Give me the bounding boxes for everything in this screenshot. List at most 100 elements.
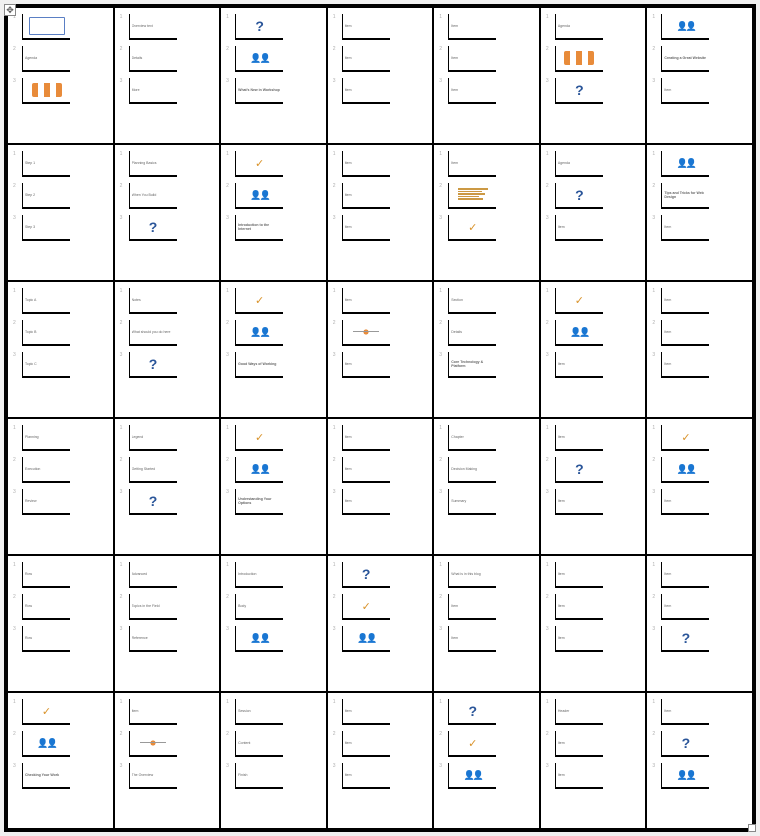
slide-thumbnail[interactable]: 1Header xyxy=(555,699,603,725)
slide-thumbnail[interactable]: 3? xyxy=(129,489,177,515)
page-cell[interactable]: 1?2✓3👤👤 xyxy=(328,556,433,691)
slide-thumbnail[interactable]: 1✓ xyxy=(661,425,709,451)
page-cell[interactable]: 1Item2Item3Item xyxy=(434,8,539,143)
slide-thumbnail[interactable]: 3Item xyxy=(661,215,709,241)
slide-thumbnail[interactable]: 3Review xyxy=(22,489,70,515)
slide-thumbnail[interactable]: 3Item xyxy=(342,352,390,378)
slide-thumbnail[interactable]: 3Understanding Your Options xyxy=(235,489,283,515)
slide-thumbnail[interactable]: 2Row xyxy=(22,594,70,620)
page-cell[interactable]: 1Step 12Step 23Step 3 xyxy=(8,145,113,280)
slide-thumbnail[interactable]: 2When You Build xyxy=(129,183,177,209)
slide-thumbnail[interactable]: 3? xyxy=(129,352,177,378)
slide-thumbnail[interactable]: 1Agenda xyxy=(555,151,603,177)
page-cell[interactable]: 1Topic A2Topic B3Topic C xyxy=(8,282,113,417)
slide-thumbnail[interactable]: 1Agenda xyxy=(555,14,603,40)
page-cell[interactable]: 1Session2Content3Finish xyxy=(221,693,326,828)
slide-thumbnail[interactable]: 3Item xyxy=(661,352,709,378)
slide-thumbnail[interactable]: 2Item xyxy=(342,731,390,757)
slide-thumbnail[interactable]: 1Item xyxy=(342,14,390,40)
slide-thumbnail[interactable]: 1Item xyxy=(448,151,496,177)
slide-thumbnail[interactable]: 3Introduction to the Internet xyxy=(235,215,283,241)
page-cell[interactable]: 1Item 2? 3Item xyxy=(541,419,646,554)
slide-thumbnail[interactable]: 3Item xyxy=(661,489,709,515)
slide-thumbnail[interactable]: 1Planning xyxy=(22,425,70,451)
slide-thumbnail[interactable]: 2👤👤 xyxy=(235,320,283,346)
slide-thumbnail[interactable]: 3Checking Your Work xyxy=(22,763,70,789)
slide-thumbnail[interactable]: 3The Overview xyxy=(129,763,177,789)
slide-thumbnail[interactable]: 1Item xyxy=(129,699,177,725)
page-cell[interactable]: 1✓ 2👤👤 3Introduction to the Internet xyxy=(221,145,326,280)
slide-thumbnail[interactable]: 1Item xyxy=(661,562,709,588)
slide-thumbnail[interactable]: 1Session xyxy=(235,699,283,725)
slide-thumbnail[interactable]: 1Topic A xyxy=(22,288,70,314)
page-cell[interactable]: 1✓2👤👤3Good Ways of Working xyxy=(221,282,326,417)
slide-thumbnail[interactable]: 2Creating a Great Website xyxy=(661,46,709,72)
slide-thumbnail[interactable]: 1✓ xyxy=(22,699,70,725)
slide-thumbnail[interactable]: 2Details xyxy=(448,320,496,346)
slide-thumbnail[interactable]: 1Item xyxy=(342,151,390,177)
slide-thumbnail[interactable]: 3Row xyxy=(22,626,70,652)
slide-thumbnail[interactable]: 3👤👤 xyxy=(235,626,283,652)
slide-thumbnail[interactable]: 2? xyxy=(661,731,709,757)
slide-thumbnail[interactable]: 2Getting Started xyxy=(129,457,177,483)
slide-thumbnail[interactable]: 1What is in this blog xyxy=(448,562,496,588)
slide-thumbnail[interactable]: 3Good Ways of Working xyxy=(235,352,283,378)
slide-thumbnail[interactable]: 3Item xyxy=(342,489,390,515)
slide-thumbnail[interactable]: 3Item xyxy=(555,215,603,241)
slide-thumbnail[interactable]: 2Step 2 xyxy=(22,183,70,209)
slide-thumbnail[interactable]: 2Decision Making xyxy=(448,457,496,483)
page-cell[interactable]: 1Item 2Item 3? xyxy=(647,556,752,691)
slide-thumbnail[interactable]: 1Chapter xyxy=(448,425,496,451)
page-cell[interactable]: 1Item23✓ xyxy=(434,145,539,280)
page-cell[interactable]: 1Item2Item3Item xyxy=(328,693,433,828)
slide-thumbnail[interactable]: 1Item xyxy=(555,562,603,588)
slide-thumbnail[interactable]: 1Legend xyxy=(129,425,177,451)
slide-thumbnail[interactable]: 1? xyxy=(235,14,283,40)
slide-thumbnail[interactable]: 2👤👤 xyxy=(235,46,283,72)
slide-thumbnail[interactable]: 3Item xyxy=(555,489,603,515)
slide-thumbnail[interactable]: 1? xyxy=(448,699,496,725)
slide-thumbnail[interactable]: 2✓ xyxy=(342,594,390,620)
page-cell[interactable]: 1Agenda 2? 3Item xyxy=(541,145,646,280)
page-cell[interactable]: 12Agenda3 xyxy=(8,8,113,143)
page-cell[interactable]: 1Item2Item3Item xyxy=(328,8,433,143)
slide-thumbnail[interactable]: 1👤👤 xyxy=(661,151,709,177)
slide-thumbnail[interactable]: 3✓ xyxy=(448,215,496,241)
slide-thumbnail[interactable]: 1✓ xyxy=(235,425,283,451)
page-cell[interactable]: 1Item23The Overview xyxy=(115,693,220,828)
slide-thumbnail[interactable]: 3Item xyxy=(555,626,603,652)
slide-thumbnail[interactable]: 2👤👤 xyxy=(235,183,283,209)
slide-thumbnail[interactable]: 3👤👤 xyxy=(661,763,709,789)
slide-thumbnail[interactable]: 2Item xyxy=(448,594,496,620)
slide-thumbnail[interactable]: 1Item xyxy=(661,288,709,314)
slide-thumbnail[interactable]: 1Item xyxy=(448,14,496,40)
slide-thumbnail[interactable]: 2👤👤 xyxy=(22,731,70,757)
slide-thumbnail[interactable]: 3Item xyxy=(555,763,603,789)
slide-thumbnail[interactable]: 2👤👤 xyxy=(555,320,603,346)
slide-thumbnail[interactable]: 1Item xyxy=(555,425,603,451)
page-cell[interactable]: 1What is in this blog2Item3Item xyxy=(434,556,539,691)
slide-thumbnail[interactable]: 2 xyxy=(342,320,390,346)
slide-thumbnail[interactable]: 1Planning Basics xyxy=(129,151,177,177)
page-cell[interactable]: 1Advanced2Topics in the Field3Reference xyxy=(115,556,220,691)
slide-thumbnail[interactable]: 2Item xyxy=(661,594,709,620)
page-cell[interactable]: 1✓2👤👤3Understanding Your Options xyxy=(221,419,326,554)
slide-thumbnail[interactable]: 2? xyxy=(555,183,603,209)
slide-thumbnail[interactable]: 1Section xyxy=(448,288,496,314)
slide-thumbnail[interactable]: 3? xyxy=(129,215,177,241)
page-cell[interactable]: 1✓ 2👤👤 3Checking Your Work xyxy=(8,693,113,828)
slide-thumbnail[interactable]: 3What's New in Workshop xyxy=(235,78,283,104)
slide-thumbnail[interactable]: 1Item xyxy=(342,425,390,451)
table-move-handle[interactable]: ✥ xyxy=(4,4,16,16)
page-cell[interactable]: 1Section2Details3Core Technology & Platf… xyxy=(434,282,539,417)
slide-thumbnail[interactable]: 3? xyxy=(661,626,709,652)
page-cell[interactable]: 1Planning2Execution3Review xyxy=(8,419,113,554)
page-cell[interactable]: 1Row2Row3Row xyxy=(8,556,113,691)
page-cell[interactable]: 1Item2Item3Item xyxy=(541,556,646,691)
slide-thumbnail[interactable]: 2? xyxy=(555,457,603,483)
slide-thumbnail[interactable]: 3Reference xyxy=(129,626,177,652)
slide-thumbnail[interactable]: 3Item xyxy=(661,78,709,104)
slide-thumbnail[interactable]: 3Summary xyxy=(448,489,496,515)
slide-thumbnail[interactable]: 2Agenda xyxy=(22,46,70,72)
slide-thumbnail[interactable]: 1✓ xyxy=(235,151,283,177)
